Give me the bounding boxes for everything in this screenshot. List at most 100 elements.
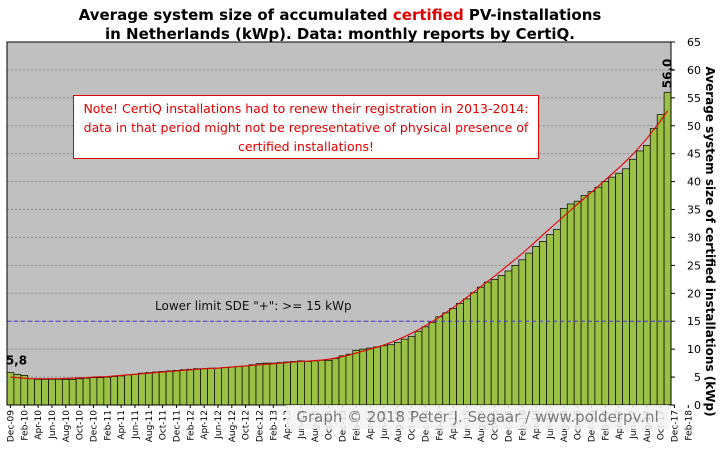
bar xyxy=(414,330,423,406)
bar xyxy=(61,378,70,406)
x-tick-label: Oct-10 xyxy=(76,410,86,441)
x-tick-label: Jun-11 xyxy=(131,410,141,440)
bar xyxy=(179,369,188,406)
title-highlight: certified xyxy=(393,6,464,24)
bar xyxy=(490,279,499,406)
bar xyxy=(338,355,347,406)
bar xyxy=(587,191,596,406)
note-text: Note! CertiQ installations had to renew … xyxy=(83,100,529,154)
bar xyxy=(41,378,49,406)
bar xyxy=(276,362,285,406)
title-part: Average system size of accumulated xyxy=(79,6,393,24)
reference-line-label: Lower limit SDE "+": >= 15 kWp xyxy=(155,299,352,313)
bar xyxy=(594,186,603,406)
bar xyxy=(435,316,444,406)
y-tick-label: 25 xyxy=(687,259,701,272)
bar xyxy=(400,338,409,406)
y-tick-label: 45 xyxy=(687,148,701,161)
bar xyxy=(200,368,208,406)
y-tick-label: 60 xyxy=(687,64,701,77)
bar xyxy=(380,345,388,406)
chart-title: Average system size of accumulated certi… xyxy=(79,6,602,24)
bar xyxy=(663,91,672,406)
y-tick-label: 15 xyxy=(687,315,701,328)
x-tick-label: Dec-12 xyxy=(255,410,265,442)
bar xyxy=(601,181,610,406)
bar xyxy=(310,360,319,406)
bar xyxy=(214,367,222,406)
x-tick-label: Jun-10 xyxy=(48,410,58,440)
x-tick-label: Feb-10 xyxy=(20,410,30,441)
bar xyxy=(373,346,381,406)
x-tick-label: Apr-12 xyxy=(200,410,210,440)
bar xyxy=(110,376,119,406)
note-box: Note! CertiQ installations had to renew … xyxy=(73,95,539,159)
bar xyxy=(248,364,257,406)
bar xyxy=(359,348,368,406)
bar xyxy=(103,376,112,406)
bar xyxy=(324,359,333,406)
bar xyxy=(629,158,637,406)
bar xyxy=(532,246,540,406)
y-tick-label: 5 xyxy=(694,371,701,384)
bar xyxy=(428,322,437,406)
x-tick-label: Feb-13 xyxy=(269,410,279,441)
y-tick-label: 30 xyxy=(687,231,701,244)
bar xyxy=(124,374,132,406)
y-tick-label: 0 xyxy=(694,399,701,412)
bar xyxy=(352,349,361,406)
x-tick-label: Apr-10 xyxy=(34,410,44,440)
x-tick-label: Dec-10 xyxy=(89,410,99,442)
bar xyxy=(27,378,36,406)
x-tick-label: Aug-10 xyxy=(62,410,72,443)
bar xyxy=(48,378,56,406)
y-tick-label: 40 xyxy=(687,176,701,189)
y-tick-label: 50 xyxy=(687,120,701,133)
x-tick-label: Feb-11 xyxy=(103,410,113,441)
bar xyxy=(165,370,174,406)
bar xyxy=(234,366,243,406)
bar xyxy=(55,378,63,406)
bar xyxy=(186,368,195,406)
bar xyxy=(20,375,29,406)
bar xyxy=(649,128,658,406)
bar xyxy=(144,372,153,406)
bar xyxy=(290,361,298,406)
bar xyxy=(96,377,105,406)
bar xyxy=(393,342,402,406)
bar xyxy=(622,168,630,406)
bar xyxy=(151,371,160,406)
x-tick-label: Aug-12 xyxy=(228,410,238,442)
last-value-label: 56,0 xyxy=(661,59,675,89)
bar xyxy=(476,286,485,406)
bar xyxy=(317,359,326,406)
bar xyxy=(442,312,451,406)
y-tick-label: 55 xyxy=(687,92,701,105)
bar xyxy=(13,373,22,406)
bar xyxy=(504,270,513,406)
bar xyxy=(207,367,215,406)
trend-line xyxy=(10,110,668,380)
bar xyxy=(518,259,527,406)
bar xyxy=(656,114,665,406)
bar xyxy=(463,298,471,406)
bar xyxy=(470,292,478,406)
credit-label: Graph © 2018 Peter J. Segaar / www.polde… xyxy=(286,405,669,429)
bar xyxy=(193,368,202,406)
y-tick-label: 20 xyxy=(687,287,701,300)
x-tick-label: Oct-12 xyxy=(242,410,252,440)
bar xyxy=(172,370,181,406)
bar xyxy=(407,335,416,406)
bar xyxy=(75,378,84,406)
bar xyxy=(456,303,464,406)
x-tick-label: Aug-11 xyxy=(145,410,155,442)
bar xyxy=(642,144,651,406)
bar xyxy=(636,150,644,406)
bar xyxy=(227,366,236,406)
bar xyxy=(117,375,125,406)
bar xyxy=(546,234,554,406)
bar xyxy=(82,377,91,406)
x-tick-label: Dec-11 xyxy=(172,410,182,442)
chart-title-line2: in Netherlands (kWp). Data: monthly repo… xyxy=(105,25,575,43)
bar xyxy=(297,360,305,406)
